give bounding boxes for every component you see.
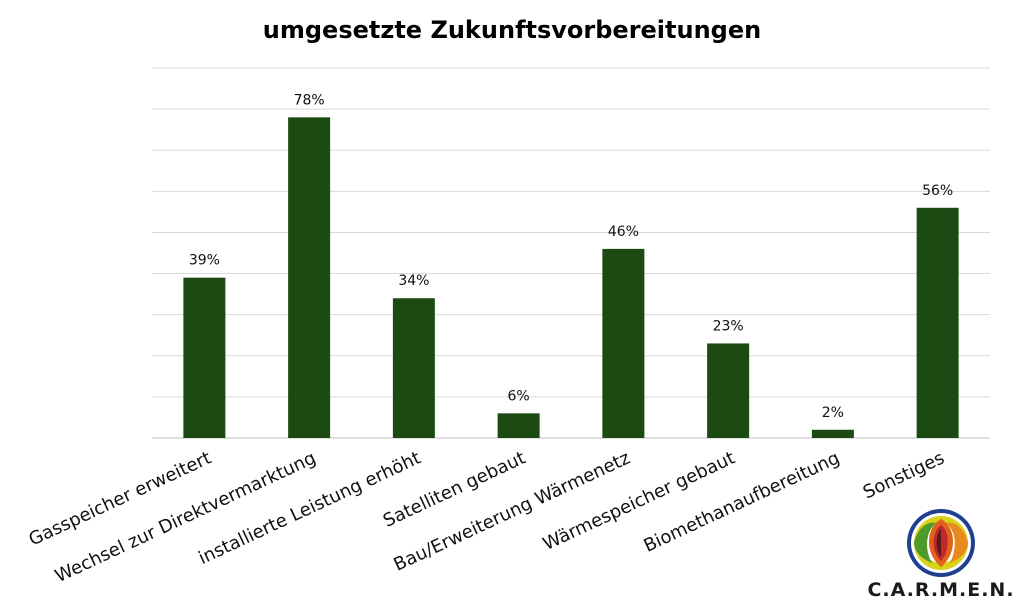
carmen-logo-icon bbox=[907, 509, 975, 577]
gridlines bbox=[152, 67, 990, 439]
bar bbox=[497, 413, 540, 438]
carmen-logo: C.A.R.M.E.N. bbox=[866, 505, 1016, 605]
value-labels: 39% 78% 34% 6% 46% 23% 2% 56% bbox=[189, 92, 953, 420]
data-label: 6% bbox=[508, 388, 530, 404]
data-label: 23% bbox=[713, 318, 744, 334]
bar bbox=[707, 343, 750, 438]
data-label: 2% bbox=[822, 405, 844, 421]
data-label: 78% bbox=[294, 92, 325, 108]
chart-title: umgesetzte Zukunftsvorbereitungen bbox=[262, 16, 762, 44]
bars bbox=[183, 117, 959, 438]
category-tick-label: Wärmespeicher gebaut bbox=[540, 447, 738, 554]
bar bbox=[811, 429, 854, 438]
category-tick-label: Biomethanaufbereitung bbox=[641, 447, 843, 556]
category-tick-label: Sonstiges bbox=[860, 447, 948, 503]
bar bbox=[288, 117, 331, 438]
bar bbox=[392, 298, 435, 438]
data-label: 39% bbox=[189, 253, 220, 269]
bar bbox=[916, 207, 959, 438]
bar bbox=[602, 248, 645, 438]
bar bbox=[183, 277, 226, 438]
data-label: 56% bbox=[922, 183, 953, 199]
data-label: 46% bbox=[608, 224, 639, 240]
logo-wordmark: C.A.R.M.E.N. bbox=[867, 579, 1015, 601]
data-label: 34% bbox=[398, 273, 429, 289]
category-tick-label: Gasspeicher erweitert bbox=[26, 447, 215, 550]
